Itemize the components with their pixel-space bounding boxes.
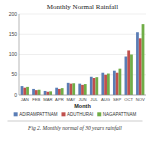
bar xyxy=(21,86,24,95)
y-tick-label: 0 xyxy=(14,92,17,98)
bar xyxy=(116,73,119,95)
x-tick-label: JUL xyxy=(90,97,98,102)
legend-label: NAGAPATTNAM xyxy=(103,112,137,117)
x-tick-label: JUN xyxy=(78,97,86,102)
bar xyxy=(127,50,130,95)
bar xyxy=(44,91,47,95)
legend-label: ADIRAMPATTNAM xyxy=(19,112,58,117)
bar xyxy=(130,55,133,96)
grid-line xyxy=(19,54,146,55)
bar xyxy=(125,57,128,95)
bar xyxy=(84,84,87,95)
y-tick-label: 150 xyxy=(9,31,18,37)
bar xyxy=(104,75,107,95)
bar xyxy=(78,84,81,95)
bar xyxy=(55,88,58,95)
bar xyxy=(26,87,29,95)
y-axis xyxy=(19,14,20,95)
legend-swatch xyxy=(14,112,18,116)
bar xyxy=(107,74,110,95)
bar xyxy=(113,71,116,95)
bars xyxy=(21,24,145,95)
caption: Fig 2. Monthly normal of 30 years rainfa… xyxy=(27,125,122,131)
chart: Monthly Normal Rainfall 0 50 100 150 200 JANFE… xyxy=(0,0,150,150)
grid-line xyxy=(19,14,146,15)
bar xyxy=(23,88,26,95)
y-tick-label: 200 xyxy=(9,11,18,17)
bar xyxy=(38,90,41,95)
bar xyxy=(49,91,52,95)
legend: ADIRAMPATTNAM ADUTHURAI NAGAPATTNAM xyxy=(14,112,137,117)
legend-swatch xyxy=(97,112,101,116)
bar xyxy=(142,24,145,95)
x-tick-label: OCT xyxy=(124,97,133,102)
separator xyxy=(8,121,143,122)
bar xyxy=(58,89,61,95)
bar xyxy=(46,92,49,95)
x-axis xyxy=(19,95,146,96)
legend-label: ADUTHURAI xyxy=(67,112,93,117)
bar xyxy=(61,88,64,95)
legend-item: NAGAPATTNAM xyxy=(97,112,136,117)
y-tick-label: 100 xyxy=(9,51,18,57)
bar xyxy=(35,90,38,95)
bar xyxy=(139,38,142,95)
bar xyxy=(119,69,122,95)
x-tick-label: JAN xyxy=(21,97,29,102)
bar xyxy=(32,89,35,95)
legend-swatch xyxy=(61,112,65,116)
x-tick-label: FEB xyxy=(32,97,40,102)
x-tick-label: APR xyxy=(55,97,64,102)
bar xyxy=(136,32,139,95)
x-axis-label: Month xyxy=(74,103,91,109)
title: Monthly Normal Rainfall xyxy=(47,3,119,11)
bar xyxy=(93,78,96,95)
bar xyxy=(95,77,98,95)
grid-line xyxy=(19,34,146,35)
x-tick-label: MAY xyxy=(67,97,76,102)
bar xyxy=(67,83,70,95)
y-tick-label: 50 xyxy=(11,71,17,77)
x-tick-label: SEP xyxy=(113,97,122,102)
bar xyxy=(72,83,75,95)
x-tick-label: NOV xyxy=(136,97,145,102)
bar xyxy=(101,73,104,95)
x-tick-label: AUG xyxy=(101,97,110,102)
bar xyxy=(90,77,93,95)
bar xyxy=(70,84,73,95)
bar xyxy=(81,85,84,95)
legend-item: ADIRAMPATTNAM xyxy=(14,112,58,117)
plot-area xyxy=(19,14,146,95)
legend-item: ADUTHURAI xyxy=(61,112,93,117)
x-tick-label: MAR xyxy=(43,97,52,102)
